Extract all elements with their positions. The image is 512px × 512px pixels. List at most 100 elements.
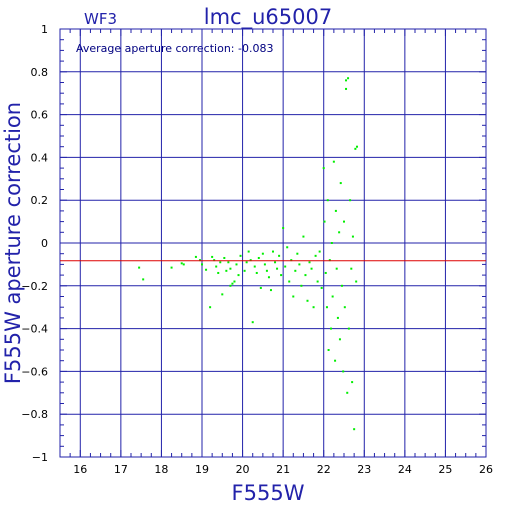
- x-tick-label: 16: [73, 463, 87, 476]
- data-point: [302, 235, 305, 238]
- gridlines: [60, 28, 487, 458]
- data-point: [322, 167, 325, 170]
- data-point: [249, 259, 252, 262]
- data-point: [265, 269, 268, 272]
- panel-label: WF3: [84, 10, 117, 28]
- data-point: [314, 254, 317, 257]
- data-point: [182, 263, 185, 266]
- y-tick-label: 0.8: [31, 66, 49, 79]
- x-tick-label: 26: [479, 463, 493, 476]
- data-point: [296, 252, 299, 255]
- data-point: [342, 370, 345, 373]
- data-point: [343, 220, 345, 223]
- y-tick-label: −0.6: [21, 365, 48, 378]
- data-point: [213, 259, 216, 262]
- data-point: [227, 261, 230, 264]
- data-point: [320, 286, 323, 289]
- data-point: [253, 265, 256, 268]
- y-tick-label: 0.2: [31, 194, 49, 207]
- data-point: [316, 280, 319, 283]
- x-axis-label: F555W: [232, 481, 305, 505]
- data-point: [211, 255, 214, 258]
- x-tick-label: 22: [317, 463, 331, 476]
- data-point: [338, 338, 341, 341]
- data-point: [255, 271, 258, 274]
- data-point: [336, 316, 339, 319]
- data-point: [259, 286, 262, 289]
- data-point: [221, 293, 224, 296]
- y-tick-label: −0.4: [21, 323, 48, 336]
- data-point: [209, 306, 212, 309]
- y-tick-label: −1: [32, 451, 48, 464]
- data-point: [278, 254, 281, 257]
- data-point: [142, 278, 145, 281]
- data-point: [280, 274, 283, 277]
- x-tick-label: 17: [114, 463, 128, 476]
- data-point: [263, 263, 266, 266]
- data-point: [345, 79, 348, 82]
- data-point: [239, 254, 242, 257]
- data-point: [332, 160, 335, 163]
- data-point: [351, 381, 354, 384]
- data-point: [225, 269, 228, 272]
- data-point: [201, 263, 203, 266]
- y-tick-label: 0: [41, 237, 48, 250]
- data-point: [284, 265, 287, 268]
- data-point: [306, 299, 309, 302]
- data-point: [194, 255, 197, 258]
- data-point: [349, 199, 352, 202]
- data-point: [300, 284, 303, 287]
- data-point: [326, 199, 329, 202]
- data-point: [288, 280, 291, 283]
- data-point: [251, 321, 254, 324]
- x-tick-label: 23: [357, 463, 371, 476]
- data-point: [290, 259, 293, 262]
- y-tick-label: −0.8: [21, 408, 48, 421]
- x-tick-label: 21: [276, 463, 290, 476]
- data-point: [325, 306, 328, 309]
- data-point: [340, 284, 343, 287]
- x-tick-label: 19: [195, 463, 209, 476]
- data-point: [294, 269, 297, 272]
- chart-title: lmc_u65007: [204, 5, 332, 30]
- data-point: [308, 261, 311, 264]
- y-tick-label: 1: [41, 23, 48, 36]
- x-tick-label: 18: [154, 463, 168, 476]
- data-point: [205, 268, 208, 271]
- data-point: [235, 263, 238, 266]
- plot-frame: [59, 28, 487, 458]
- data-point: [298, 263, 301, 266]
- x-tick-labels: 16 17 18 19 20 21 22 23 24 25 26: [73, 463, 493, 476]
- data-point: [312, 306, 315, 309]
- data-point: [292, 295, 295, 298]
- data-point: [304, 274, 307, 277]
- data-point: [350, 267, 353, 270]
- data-point: [310, 267, 313, 270]
- data-point: [229, 267, 232, 270]
- data-point: [215, 265, 218, 268]
- data-point: [343, 306, 346, 309]
- data-point: [237, 274, 240, 277]
- data-point: [355, 145, 358, 148]
- data-point: [355, 280, 358, 283]
- data-point: [345, 87, 348, 90]
- data-point: [335, 267, 338, 270]
- x-tick-label: 25: [438, 463, 452, 476]
- data-point: [282, 227, 285, 230]
- x-tick-label: 24: [398, 463, 412, 476]
- data-point: [267, 276, 270, 279]
- average-annotation: Average aperture correction: -0.083: [76, 42, 273, 55]
- data-point: [334, 359, 337, 362]
- x-tick-label: 20: [236, 463, 250, 476]
- data-point: [354, 147, 357, 150]
- data-point: [330, 242, 333, 244]
- data-point: [324, 271, 327, 274]
- data-point: [243, 269, 246, 272]
- data-point: [180, 262, 183, 265]
- y-tick-label: 0.6: [31, 109, 49, 122]
- data-point: [247, 250, 250, 253]
- data-point: [223, 256, 226, 259]
- y-tick-label: 0.4: [31, 151, 49, 164]
- data-point: [261, 252, 264, 255]
